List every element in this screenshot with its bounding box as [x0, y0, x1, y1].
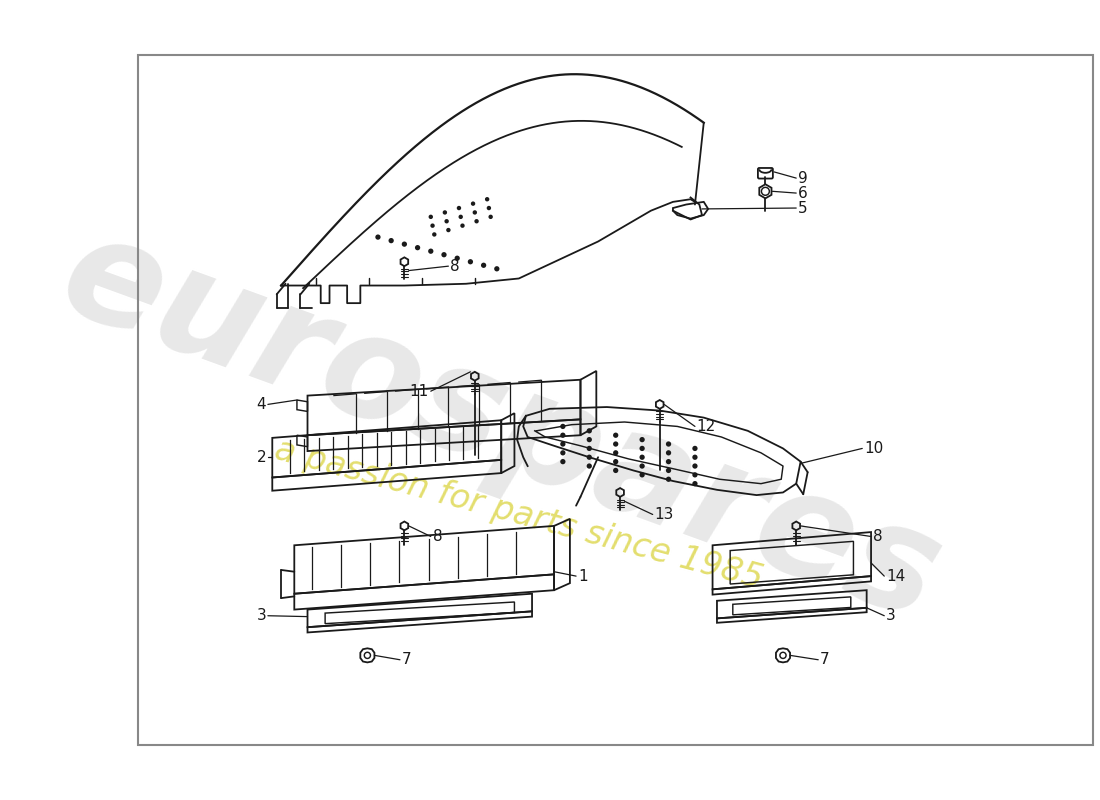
Text: 9: 9 — [798, 170, 807, 186]
Circle shape — [488, 214, 493, 219]
Circle shape — [415, 245, 420, 250]
Text: 3: 3 — [886, 608, 895, 623]
Circle shape — [639, 437, 645, 442]
Circle shape — [459, 214, 463, 219]
Circle shape — [666, 477, 671, 482]
Text: 5: 5 — [798, 201, 807, 215]
Circle shape — [692, 454, 697, 460]
Text: 8: 8 — [432, 529, 442, 544]
Text: a passion for parts since 1985: a passion for parts since 1985 — [271, 434, 767, 596]
Circle shape — [639, 463, 645, 469]
Circle shape — [388, 238, 394, 243]
Text: 8: 8 — [872, 529, 882, 544]
Circle shape — [613, 433, 618, 438]
Circle shape — [430, 223, 434, 228]
Circle shape — [692, 472, 697, 478]
Circle shape — [442, 210, 447, 214]
Text: eurospares: eurospares — [44, 202, 959, 650]
Circle shape — [485, 197, 490, 202]
Circle shape — [692, 463, 697, 469]
Circle shape — [402, 242, 407, 246]
Text: 3: 3 — [256, 608, 266, 623]
Circle shape — [560, 433, 565, 438]
Circle shape — [468, 259, 473, 264]
Circle shape — [428, 249, 433, 254]
Text: 7: 7 — [820, 652, 829, 667]
Circle shape — [613, 468, 618, 473]
Circle shape — [560, 450, 565, 455]
Circle shape — [586, 428, 592, 434]
Circle shape — [473, 210, 477, 214]
Circle shape — [586, 454, 592, 460]
Circle shape — [441, 252, 447, 258]
Text: 8: 8 — [450, 258, 460, 274]
Text: 14: 14 — [886, 569, 905, 584]
Circle shape — [444, 219, 449, 223]
Circle shape — [613, 450, 618, 455]
Text: 13: 13 — [654, 507, 674, 522]
Circle shape — [454, 255, 460, 261]
Circle shape — [586, 463, 592, 469]
Circle shape — [560, 459, 565, 464]
Circle shape — [481, 262, 486, 268]
Text: 1: 1 — [578, 569, 587, 584]
Circle shape — [639, 454, 645, 460]
Circle shape — [586, 437, 592, 442]
Circle shape — [447, 228, 451, 232]
Circle shape — [471, 202, 475, 206]
Circle shape — [560, 442, 565, 446]
Circle shape — [460, 223, 464, 228]
Circle shape — [429, 214, 433, 219]
Text: 2: 2 — [256, 450, 266, 465]
Circle shape — [474, 219, 478, 223]
Circle shape — [613, 442, 618, 446]
Text: 7: 7 — [402, 652, 411, 667]
Circle shape — [494, 266, 499, 271]
Circle shape — [586, 446, 592, 451]
Circle shape — [613, 459, 618, 464]
Text: 10: 10 — [864, 441, 883, 456]
Circle shape — [666, 442, 671, 446]
Circle shape — [432, 232, 437, 237]
Circle shape — [560, 424, 565, 429]
Circle shape — [486, 206, 491, 210]
Circle shape — [692, 446, 697, 451]
Text: 11: 11 — [410, 384, 429, 398]
Circle shape — [639, 472, 645, 478]
Circle shape — [639, 446, 645, 451]
Circle shape — [666, 450, 671, 455]
Circle shape — [666, 468, 671, 473]
Text: 6: 6 — [798, 186, 807, 201]
Text: 4: 4 — [256, 397, 266, 412]
Circle shape — [666, 459, 671, 464]
Circle shape — [692, 481, 697, 486]
Circle shape — [375, 234, 381, 240]
Circle shape — [456, 206, 461, 210]
Text: 12: 12 — [696, 419, 716, 434]
